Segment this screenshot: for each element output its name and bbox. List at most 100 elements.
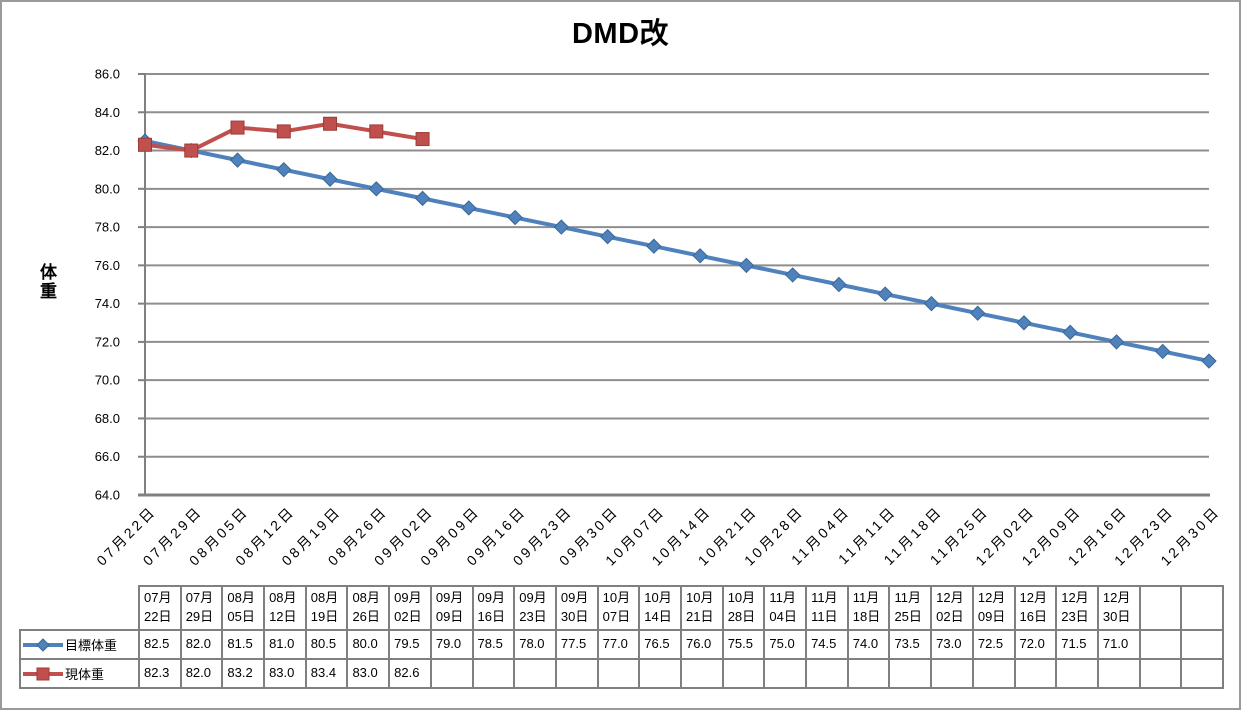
target-weight-value-cell: 82.5 — [140, 631, 180, 658]
target-weight-value-cell: 80.0 — [348, 631, 389, 658]
empty-value-cell — [681, 660, 722, 687]
empty-value-cell — [1098, 660, 1139, 687]
current-weight-value-cell: 83.4 — [306, 660, 347, 687]
target-weight-value-cell: 77.5 — [556, 631, 597, 658]
current-weight-marker — [369, 124, 384, 139]
current-weight-value-cell: 82.6 — [390, 660, 430, 687]
legend-series-label: 目標体重 — [65, 638, 118, 653]
target-weight-value-cell: 75.5 — [723, 631, 764, 658]
current-weight-value-cell: 83.0 — [348, 660, 389, 687]
date-header-cell: 12月 16日 — [1015, 587, 1056, 629]
y-axis-tick-label: 66.0 — [95, 449, 120, 464]
y-axis-tick-label: 84.0 — [95, 105, 120, 120]
target-weight-value-cell: 82.0 — [181, 631, 222, 658]
target-weight-value-cell: 79.5 — [390, 631, 430, 658]
target-weight-value-cell: 73.0 — [932, 631, 972, 658]
y-axis-tick-label: 74.0 — [95, 296, 120, 311]
target-weight-marker — [831, 276, 847, 293]
empty-value-cell — [1140, 660, 1181, 687]
current-weight-marker — [184, 143, 199, 158]
target-weight-marker — [276, 161, 292, 178]
empty-value-cell — [932, 660, 972, 687]
target-weight-marker — [969, 305, 986, 321]
target-weight-value-cell: 74.5 — [807, 631, 847, 658]
target-weight-marker — [414, 190, 431, 207]
empty-value-cell — [848, 660, 889, 687]
date-header-cell: 11月 25日 — [890, 587, 931, 629]
empty-header-cell — [1182, 587, 1222, 629]
empty-value-cell — [807, 660, 847, 687]
target-weight-marker — [322, 171, 338, 187]
date-header-cell: 11月 04日 — [765, 587, 806, 629]
empty-value-cell — [598, 660, 639, 687]
empty-value-cell — [556, 660, 597, 687]
target-weight-value-cell: 78.0 — [515, 631, 555, 658]
target-weight-value-cell: 80.5 — [306, 631, 347, 658]
date-header-cell: 09月 16日 — [473, 587, 514, 629]
current-weight-value-cell: 83.0 — [265, 660, 305, 687]
target-weight-marker — [1016, 315, 1032, 331]
target-weight-marker — [1201, 353, 1217, 369]
target-weight-value-cell: 72.5 — [973, 631, 1014, 658]
date-header-cell: 09月 09日 — [431, 587, 472, 629]
target-weight-marker — [461, 200, 477, 216]
empty-value-cell — [723, 660, 764, 687]
chart-title: DMD改 — [571, 18, 670, 50]
empty-value-cell — [515, 660, 555, 687]
target-weight-value-cell: 75.0 — [765, 631, 806, 658]
date-header-cell: 09月 23日 — [515, 587, 555, 629]
current-weight-value-cell: 83.2 — [223, 660, 264, 687]
y-axis-tick-label: 76.0 — [95, 258, 120, 273]
target-weight-value-cell: 81.5 — [223, 631, 264, 658]
empty-value-cell — [890, 660, 931, 687]
empty-value-cell — [431, 660, 472, 687]
target-weight-marker — [1062, 324, 1078, 341]
target-weight-marker — [507, 209, 523, 226]
y-axis-tick-label: 72.0 — [95, 334, 120, 349]
empty-value-cell — [640, 660, 680, 687]
target-weight-value-cell: 81.0 — [265, 631, 305, 658]
date-header-cell: 11月 11日 — [807, 587, 847, 629]
empty-value-cell — [1182, 631, 1222, 658]
target-weight-value-cell: 77.0 — [598, 631, 639, 658]
target-weight-value-cell: 71.5 — [1057, 631, 1097, 658]
current-weight-marker — [276, 124, 291, 139]
date-header-cell: 10月 28日 — [723, 587, 764, 629]
y-axis-title: 体重 — [36, 263, 56, 301]
target-weight-marker — [692, 248, 708, 264]
empty-value-cell — [473, 660, 514, 687]
y-axis-tick-label: 80.0 — [95, 181, 120, 196]
target-weight-value-cell: 78.5 — [473, 631, 514, 658]
target-weight-value-cell: 76.0 — [681, 631, 722, 658]
legend-item-current-weight: 現体重 — [21, 660, 140, 687]
current-weight-key-icon — [23, 667, 63, 680]
current-weight-marker — [230, 120, 245, 135]
date-header-cell: 12月 02日 — [932, 587, 972, 629]
target-weight-value-cell: 71.0 — [1098, 631, 1139, 658]
empty-value-cell — [1057, 660, 1097, 687]
date-header-cell: 09月 30日 — [556, 587, 597, 629]
y-axis-tick-label: 86.0 — [95, 67, 120, 82]
empty-header-cell — [1140, 587, 1181, 629]
chart-legend: 目標体重 現体重 — [19, 629, 142, 689]
date-header-cell: 12月 30日 — [1098, 587, 1139, 629]
legend-item-target-weight: 目標体重 — [21, 631, 140, 658]
empty-value-cell — [1182, 660, 1222, 687]
date-header-cell: 08月 26日 — [348, 587, 389, 629]
target-weight-marker — [646, 238, 662, 254]
target-weight-marker — [784, 267, 801, 283]
date-header-cell: 07月 29日 — [181, 587, 222, 629]
current-weight-value-cell: 82.0 — [181, 660, 222, 687]
target-weight-value-cell: 73.5 — [890, 631, 931, 658]
y-axis-tick-label: 64.0 — [95, 488, 120, 503]
target-weight-value-cell: 72.0 — [1015, 631, 1056, 658]
empty-value-cell — [1140, 631, 1181, 658]
target-weight-marker — [923, 295, 940, 312]
legend-series-label: 現体重 — [65, 667, 105, 682]
current-weight-marker — [323, 116, 338, 131]
target-weight-marker — [1155, 343, 1171, 360]
target-weight-value-cell: 76.5 — [640, 631, 680, 658]
date-header-cell: 10月 21日 — [681, 587, 722, 629]
date-header-cell: 10月 07日 — [598, 587, 639, 629]
